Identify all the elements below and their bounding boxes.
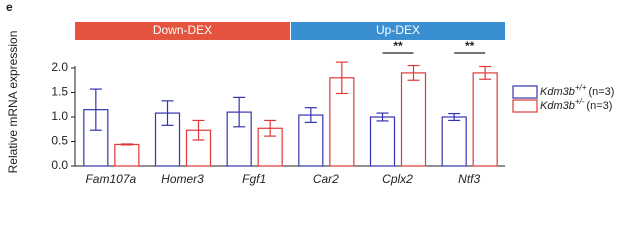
y-axis-label: Relative mRNA expression bbox=[6, 31, 20, 174]
error-bar bbox=[161, 100, 174, 126]
group-label: Up-DEX bbox=[376, 23, 420, 37]
y-tick-label: 0.5 bbox=[51, 134, 68, 148]
significance-label: ** bbox=[465, 39, 475, 53]
group-label: Down-DEX bbox=[153, 23, 212, 37]
x-tick-label: Homer3 bbox=[161, 172, 204, 186]
x-tick-label: Fgf1 bbox=[242, 172, 266, 186]
bar bbox=[114, 143, 140, 167]
error-bar bbox=[120, 143, 133, 146]
bar bbox=[298, 114, 324, 167]
y-tick-label: 2.0 bbox=[51, 60, 68, 74]
panel-label: e bbox=[6, 0, 13, 14]
legend-swatch bbox=[512, 85, 538, 99]
y-tick-label: 0.0 bbox=[51, 158, 68, 172]
group-banner bbox=[75, 22, 290, 40]
bar bbox=[441, 116, 467, 167]
error-bar bbox=[479, 65, 492, 80]
legend-label: Kdm3b+/- (n=3) bbox=[540, 97, 612, 112]
legend-name: Kdm3b bbox=[540, 86, 575, 98]
chart: e Relative mRNA expression Down-DEX Up-DE… bbox=[6, 0, 614, 186]
error-bar bbox=[264, 119, 277, 137]
error-bar bbox=[407, 64, 420, 81]
error-bar bbox=[376, 112, 389, 122]
bar bbox=[369, 116, 396, 167]
legend-n: (n=3) bbox=[586, 100, 612, 112]
x-tick-label: Ntf3 bbox=[458, 172, 480, 186]
legend-genotype: +/+ bbox=[575, 83, 587, 92]
error-bar bbox=[448, 112, 461, 122]
legend-swatch bbox=[512, 99, 538, 113]
x-tick-label: Cplx2 bbox=[382, 172, 413, 186]
y-tick-label: 1.0 bbox=[51, 109, 68, 123]
bar bbox=[400, 72, 427, 167]
error-bar bbox=[304, 107, 317, 123]
error-bar bbox=[192, 119, 205, 141]
bar bbox=[472, 72, 498, 167]
legend-n: (n=3) bbox=[588, 86, 614, 98]
y-tick-label: 1.5 bbox=[51, 85, 68, 99]
legend-name: Kdm3b bbox=[540, 100, 575, 112]
x-tick-label: Fam107a bbox=[85, 172, 136, 186]
error-bar bbox=[89, 88, 102, 131]
x-tick-label: Car2 bbox=[313, 172, 339, 186]
significance-label: ** bbox=[393, 39, 403, 53]
group-banner bbox=[291, 22, 505, 40]
legend-label: Kdm3b+/+ (n=3) bbox=[540, 83, 614, 98]
error-bar bbox=[233, 96, 246, 128]
error-bar bbox=[335, 61, 348, 95]
legend-genotype: +/- bbox=[575, 97, 585, 106]
